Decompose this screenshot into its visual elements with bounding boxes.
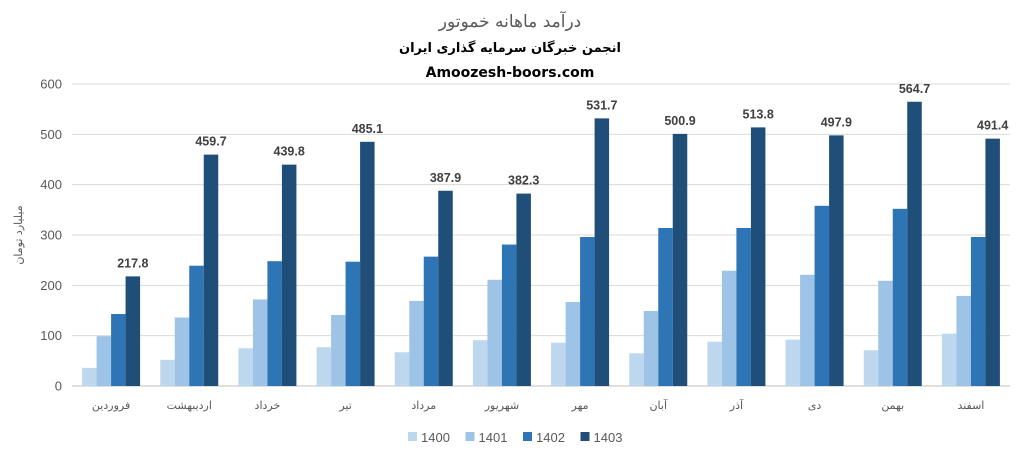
data-label: 217.8 bbox=[117, 256, 148, 270]
x-tick-label: خرداد bbox=[255, 399, 281, 412]
x-tick-label: فروردین bbox=[92, 399, 130, 412]
bar-1403 bbox=[594, 118, 610, 386]
bar-1402 bbox=[658, 227, 673, 386]
x-tick-label: اردیبهشت bbox=[167, 399, 212, 412]
legend-label: 1403 bbox=[594, 430, 623, 445]
x-tick-label: تیر bbox=[338, 399, 351, 412]
data-label: 439.8 bbox=[274, 145, 305, 159]
bar-1400 bbox=[629, 353, 644, 386]
data-label: 491.4 bbox=[977, 119, 1008, 133]
bar-1403 bbox=[750, 127, 766, 387]
legend: 1400 1401 1402 1403 bbox=[408, 430, 622, 445]
bar-1401 bbox=[721, 270, 737, 386]
bar-1401 bbox=[409, 300, 424, 386]
bar-1401 bbox=[174, 317, 190, 386]
bar-1403 bbox=[829, 135, 844, 386]
data-labels: 217.8 459.7 439.8 485.1 387.9 382.3 531.7 500.9… bbox=[117, 82, 1008, 271]
bar-1401 bbox=[331, 315, 346, 386]
bar-1403 bbox=[985, 138, 1000, 386]
bar-1403 bbox=[672, 133, 688, 386]
legend-swatch-1402 bbox=[523, 432, 532, 441]
data-label: 500.9 bbox=[664, 114, 695, 128]
bar-1403 bbox=[516, 193, 531, 386]
y-tick-label: 100 bbox=[40, 328, 62, 343]
bar-1400 bbox=[472, 340, 488, 386]
bar-1401 bbox=[487, 279, 502, 386]
y-tick-label: 300 bbox=[40, 228, 62, 243]
chart-source: Amoozesh-boors.com bbox=[426, 65, 595, 81]
bar-1403 bbox=[438, 190, 453, 386]
data-label: 387.9 bbox=[430, 171, 461, 185]
y-axis-label: میلیارد تومان bbox=[12, 205, 25, 264]
bar-1402 bbox=[189, 265, 204, 386]
x-axis-categories: فروردین اردیبهشت خرداد تیر مرداد شهریور مهر آبا… bbox=[92, 398, 984, 412]
legend-swatch-1403 bbox=[580, 432, 590, 441]
x-tick-label: مرداد bbox=[411, 399, 436, 412]
bar-1402 bbox=[580, 237, 595, 386]
data-label: 513.8 bbox=[743, 107, 774, 121]
bar-1401 bbox=[878, 280, 893, 386]
chart-subtitle: انجمن خبرگان سرمایه گذاری ایران bbox=[399, 40, 621, 56]
x-tick-label: بهمن bbox=[881, 399, 904, 412]
legend-swatch-1400 bbox=[408, 432, 417, 441]
x-tick-label: آبان bbox=[649, 398, 667, 412]
x-tick-label: دی bbox=[808, 399, 822, 412]
bar-1403 bbox=[203, 154, 219, 386]
legend-label: 1402 bbox=[536, 430, 565, 445]
bar-1400 bbox=[82, 367, 97, 386]
bar-1402 bbox=[345, 261, 361, 386]
bar-1402 bbox=[267, 261, 282, 386]
bar-1401 bbox=[252, 299, 268, 386]
bar-1400 bbox=[316, 347, 332, 386]
bar-1400 bbox=[941, 333, 957, 386]
bar-1401 bbox=[956, 295, 971, 386]
x-tick-label: مهر bbox=[571, 399, 589, 412]
legend-swatch-1401 bbox=[465, 432, 475, 441]
y-tick-label: 0 bbox=[55, 379, 62, 394]
legend-label: 1400 bbox=[421, 430, 450, 445]
bars bbox=[82, 101, 1000, 387]
data-label: 531.7 bbox=[586, 98, 617, 112]
bar-1401 bbox=[565, 301, 581, 386]
bar-1402 bbox=[736, 227, 751, 386]
x-tick-label: اسفند bbox=[957, 399, 984, 412]
legend-label: 1401 bbox=[479, 430, 508, 445]
y-tick-label: 200 bbox=[40, 278, 62, 293]
x-tick-label: شهریور bbox=[484, 399, 519, 412]
chart-title: درآمد ماهانه خموتور bbox=[438, 10, 581, 32]
bar-1400 bbox=[551, 342, 566, 386]
bar-1403 bbox=[281, 164, 297, 386]
bar-1402 bbox=[423, 256, 439, 386]
bar-1403 bbox=[125, 276, 141, 386]
y-axis-ticks: 0 100 200 300 400 500 600 bbox=[40, 77, 62, 394]
bar-1402 bbox=[814, 205, 830, 386]
bar-1400 bbox=[785, 339, 801, 386]
bar-1400 bbox=[863, 350, 879, 386]
bar-1403 bbox=[907, 101, 922, 386]
data-label: 564.7 bbox=[899, 82, 930, 96]
data-label: 485.1 bbox=[352, 122, 383, 136]
bar-1403 bbox=[360, 141, 375, 386]
bar-1400 bbox=[394, 352, 410, 386]
bar-1401 bbox=[800, 274, 815, 386]
bar-1402 bbox=[892, 208, 908, 386]
bar-1402 bbox=[501, 244, 517, 386]
bar-1401 bbox=[96, 336, 112, 386]
bar-1401 bbox=[643, 311, 659, 386]
data-label: 497.9 bbox=[821, 115, 852, 129]
y-tick-label: 400 bbox=[40, 177, 62, 192]
bar-1400 bbox=[707, 341, 722, 386]
x-tick-label: آذر bbox=[729, 398, 744, 412]
y-tick-label: 600 bbox=[40, 77, 62, 92]
y-tick-label: 500 bbox=[40, 127, 62, 142]
data-label: 459.7 bbox=[195, 135, 226, 149]
bar-1402 bbox=[111, 314, 126, 386]
bar-1400 bbox=[238, 348, 253, 386]
bar-1400 bbox=[160, 359, 175, 386]
gridlines bbox=[72, 83, 1010, 387]
data-label: 382.3 bbox=[508, 174, 539, 188]
bar-1402 bbox=[970, 237, 986, 386]
